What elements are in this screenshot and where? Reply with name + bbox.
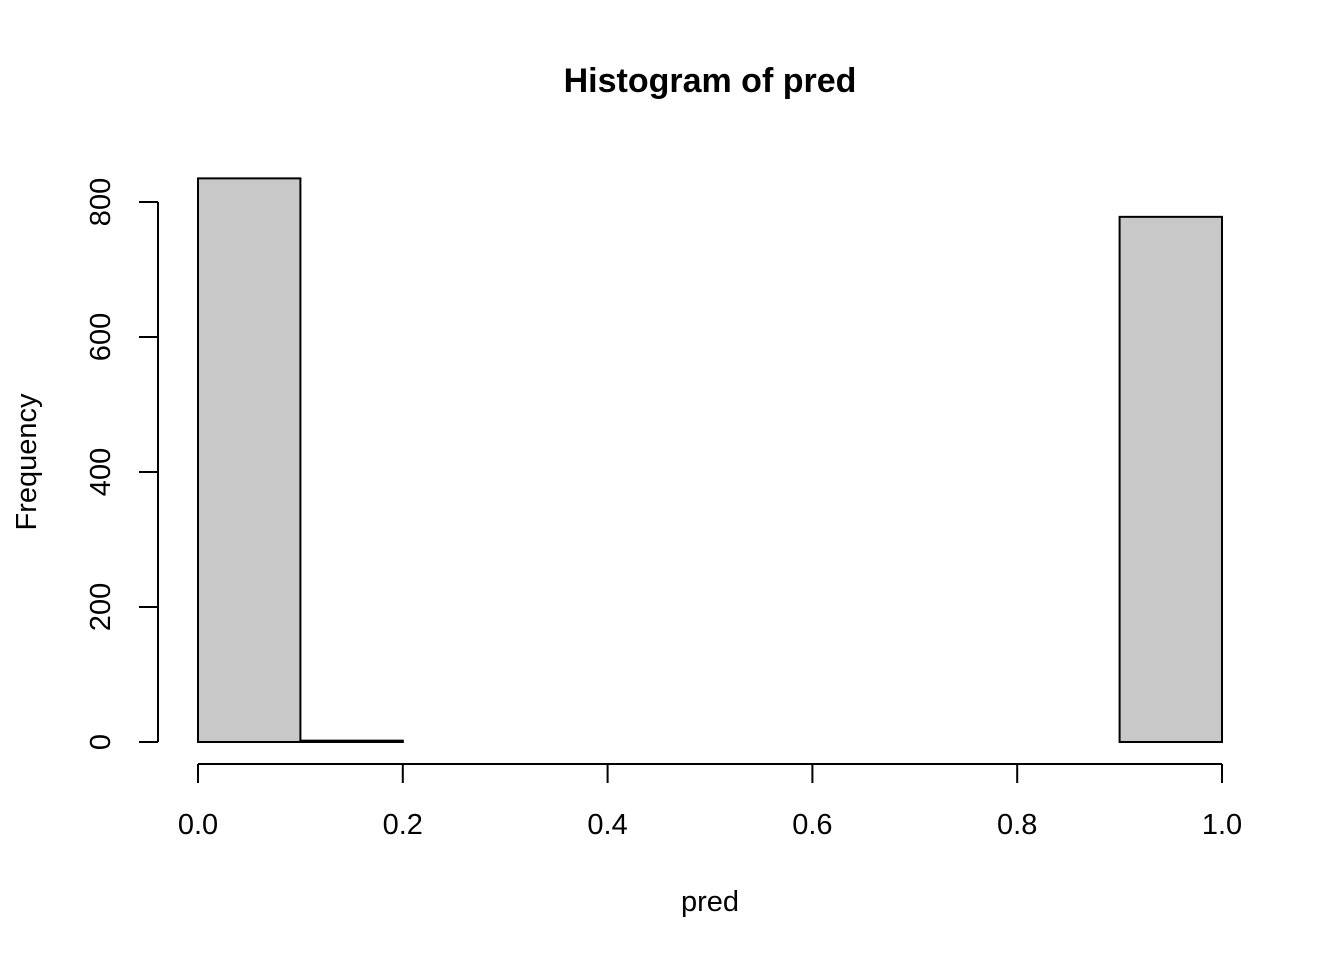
y-axis: 0 200 400 600 800 xyxy=(85,178,159,750)
histogram-bar xyxy=(1118,215,1223,744)
histogram-bar xyxy=(299,739,404,744)
x-tick-label: 0.6 xyxy=(792,809,832,841)
bars-group xyxy=(197,177,1223,744)
y-tick-label: 800 xyxy=(85,178,117,226)
histogram-bar xyxy=(197,177,302,743)
y-tick-label: 400 xyxy=(85,448,117,496)
x-tick-label: 0.2 xyxy=(383,809,423,841)
x-axis-label: pred xyxy=(681,886,739,918)
y-tick-label: 600 xyxy=(85,313,117,361)
y-tick-label: 200 xyxy=(85,583,117,631)
chart-title: Histogram of pred xyxy=(564,62,857,100)
x-axis: 0.0 0.2 0.4 0.6 0.8 1.0 xyxy=(178,763,1242,841)
x-tick-label: 0.4 xyxy=(587,809,627,841)
y-tick-label: 0 xyxy=(85,734,117,750)
x-tick-label: 0.8 xyxy=(997,809,1037,841)
x-tick-label: 0.0 xyxy=(178,809,218,841)
y-axis-label: Frequency xyxy=(11,393,43,531)
x-tick-label: 1.0 xyxy=(1202,809,1242,841)
